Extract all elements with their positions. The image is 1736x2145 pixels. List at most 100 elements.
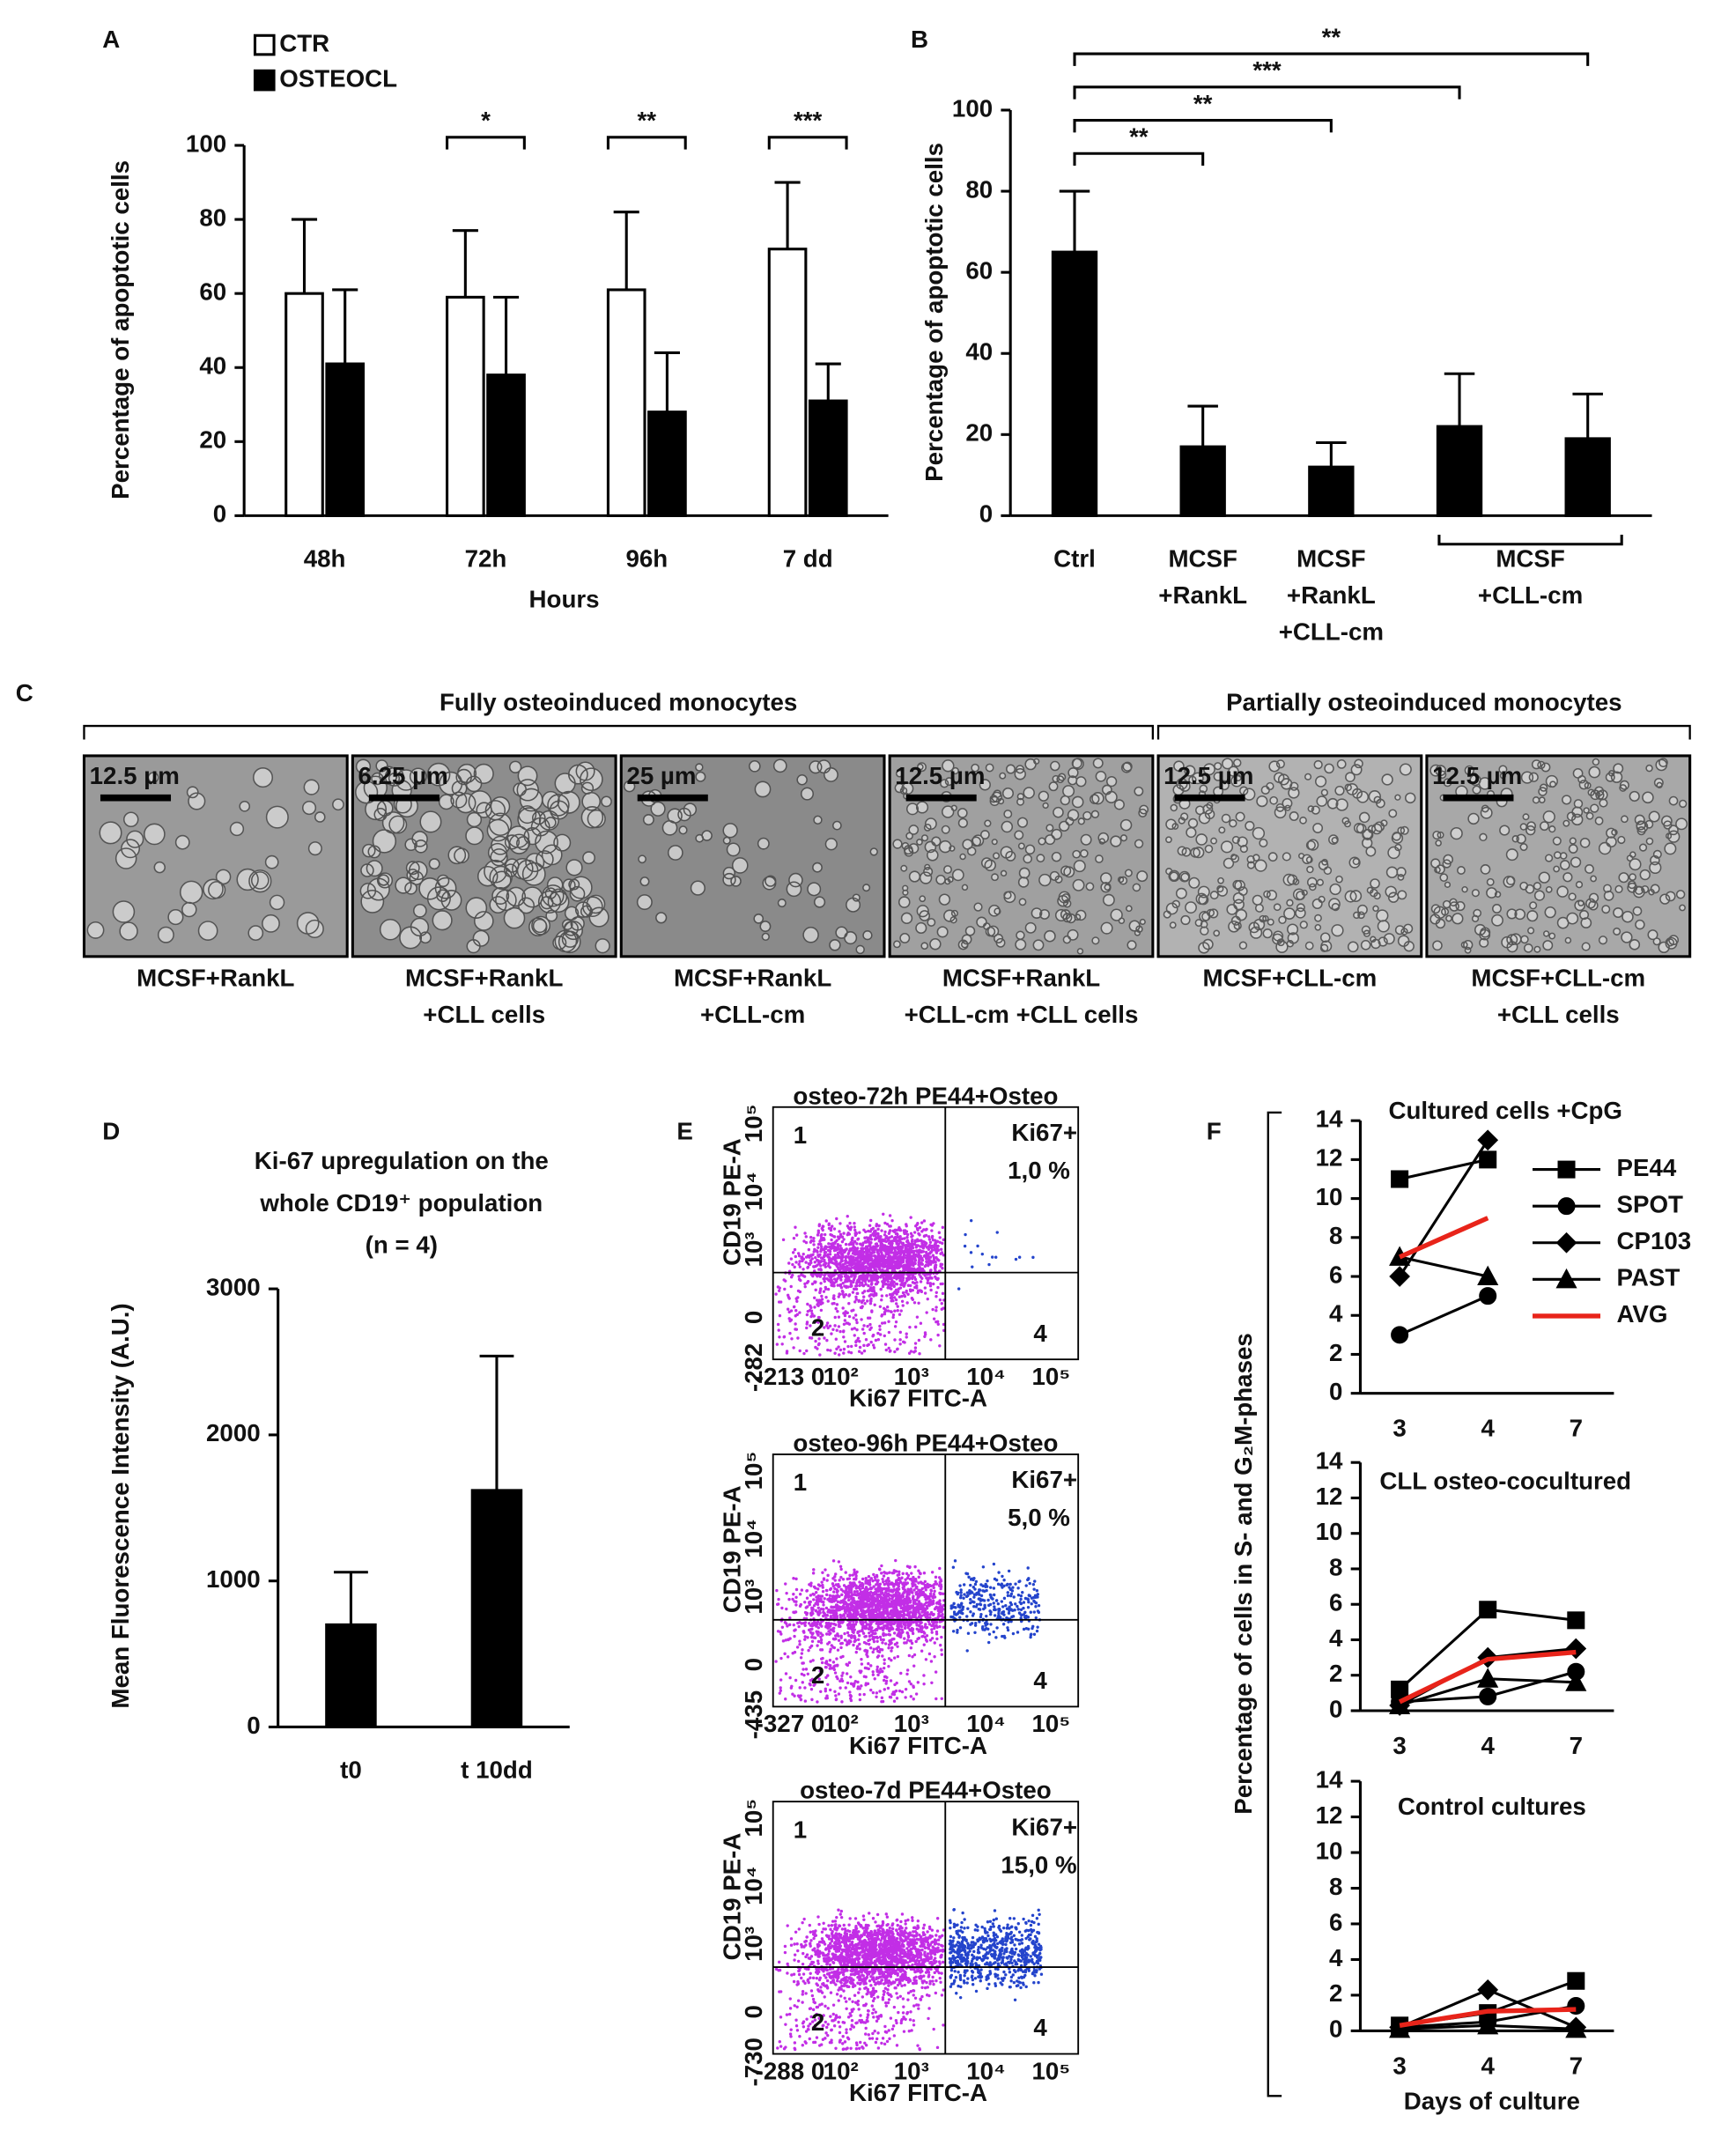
x-tick-label: -213 (756, 1363, 804, 1390)
bar (1051, 250, 1098, 517)
bar (325, 1623, 377, 1729)
legend-label: AVG (1616, 1300, 1667, 1328)
caption: +CLL cells (423, 1001, 545, 1028)
y-tick-label: 2 (1329, 1660, 1342, 1687)
y-tick-label: 12 (1316, 1144, 1343, 1172)
marker (1479, 1687, 1497, 1705)
chart-title: Cultured cells +CpG (1388, 1097, 1622, 1124)
x-tick-label: 10⁵ (1031, 1363, 1070, 1390)
x-tick-label: 10³ (894, 1363, 929, 1390)
micrograph-texture (892, 758, 1149, 955)
y-axis-label: Mean Fluorescence Intensity (A.U.) (107, 1303, 134, 1708)
y-tick-label: 10⁴ (740, 1866, 767, 1905)
significance-label: ** (1322, 23, 1341, 50)
series-line (1399, 2007, 1577, 2028)
y-tick-label: 60 (965, 256, 993, 284)
x-tick-label: 96h (625, 545, 668, 573)
x-tick-label: 0 (811, 2057, 824, 2084)
x-tick-label: +RankL (1158, 581, 1247, 609)
bar (284, 292, 324, 517)
x-axis-label: Hours (529, 586, 600, 613)
flow-plot-frame (772, 1106, 1080, 1361)
y-tick-label: 0 (213, 500, 226, 528)
bar (325, 362, 366, 517)
caption: MCSF+RankL (942, 964, 1100, 991)
scale-label: 12.5 µm (90, 762, 180, 789)
y-tick-label: 20 (199, 426, 226, 454)
y-tick-label: 20 (965, 419, 993, 447)
x-tick-label: -327 (756, 1710, 804, 1737)
x-tick-label: 10⁴ (966, 2057, 1006, 2084)
quadrant-label: 4 (1033, 1320, 1047, 1347)
group-bracket (83, 724, 1155, 740)
significance-label: ** (638, 107, 657, 134)
quadrant-label: 1 (794, 1816, 807, 1843)
marker (1477, 1129, 1499, 1151)
x-tick-label: 10⁴ (966, 1710, 1006, 1737)
event-cloud-positive (957, 1218, 1035, 1291)
series-line (1399, 1216, 1489, 1260)
bar (606, 288, 646, 517)
bar (1436, 425, 1483, 517)
x-tick-label: 48h (304, 545, 346, 573)
micrograph-texture (623, 758, 878, 955)
quadrant-label: 2 (811, 1314, 824, 1342)
gate-label: Ki67+ (1011, 1119, 1077, 1146)
y-axis-label: CD19 PE-A (718, 1833, 745, 1961)
y-tick-label: 10³ (740, 1927, 767, 1962)
marker (1477, 1668, 1499, 1688)
x-tick-label: 4 (1481, 2052, 1495, 2079)
y-tick-label: 100 (186, 129, 226, 157)
y-tick-label: 8 (1329, 1873, 1342, 1900)
x-tick-label: 3 (1392, 1732, 1406, 1759)
y-tick-label: 0 (1329, 1378, 1342, 1405)
x-tick-label: 72h (465, 545, 507, 573)
y-tick-label: 10⁵ (740, 1452, 767, 1490)
significance-bracket (767, 136, 848, 150)
group-label: +CLL-cm (1478, 581, 1583, 609)
x-tick-label: +CLL-cm (1279, 618, 1384, 646)
y-tick-label: 6 (1329, 1589, 1342, 1616)
caption: +CLL cells (1497, 1001, 1620, 1028)
x-axis-label: Ki67 FITC-A (849, 1385, 987, 1412)
marker (1477, 2014, 1499, 2035)
bar (808, 399, 848, 517)
x-tick-label: Ctrl (1053, 545, 1096, 573)
y-tick-label: 6 (1329, 1261, 1342, 1288)
caption: +CLL-cm +CLL cells (905, 1001, 1139, 1028)
y-tick-label: 12 (1316, 1801, 1343, 1829)
x-tick-label: 10⁴ (966, 1363, 1006, 1390)
scale-label: 12.5 µm (1432, 762, 1522, 789)
x-tick-label: 10² (824, 1363, 859, 1390)
x-tick-label: 10² (824, 1710, 859, 1737)
event-cloud-positive (949, 1559, 1042, 1653)
y-tick-label: 6 (1329, 1908, 1342, 1935)
y-tick-label: -282 (740, 1343, 767, 1392)
flow-title: osteo-72h PE44+Osteo (793, 1082, 1058, 1109)
x-tick-label: 7 (1570, 1732, 1583, 1759)
group-bracket (1156, 724, 1691, 740)
x-tick-label: 3 (1392, 2052, 1406, 2079)
y-tick-label: 2 (1329, 1979, 1342, 2007)
significance-bracket (1073, 52, 1590, 66)
micrograph-texture (1429, 758, 1688, 954)
caption: MCSF+RankL (137, 964, 294, 991)
scale-label: 12.5 µm (1163, 762, 1253, 789)
panel-letter: F (1207, 1117, 1222, 1144)
quadrant-label: 1 (794, 1121, 807, 1149)
bar (446, 295, 485, 517)
panel-f-bracket (1267, 1111, 1282, 2097)
y-tick-label: 10³ (740, 1579, 767, 1615)
legend-label: CP103 (1616, 1227, 1691, 1254)
marker (1389, 1694, 1411, 1714)
x-tick-label: 0 (811, 1363, 824, 1390)
legend-marker (1555, 1232, 1577, 1254)
quadrant-label: 4 (1033, 2014, 1047, 2041)
y-tick-label: 14 (1316, 1105, 1343, 1132)
x-tick-label: -288 (756, 2057, 804, 2084)
legend-marker (1557, 1160, 1576, 1179)
y-tick-label: 0 (740, 1311, 767, 1324)
x-tick-label: t0 (340, 1757, 362, 1784)
marker (1391, 1170, 1409, 1188)
marker (1477, 1979, 1499, 2001)
